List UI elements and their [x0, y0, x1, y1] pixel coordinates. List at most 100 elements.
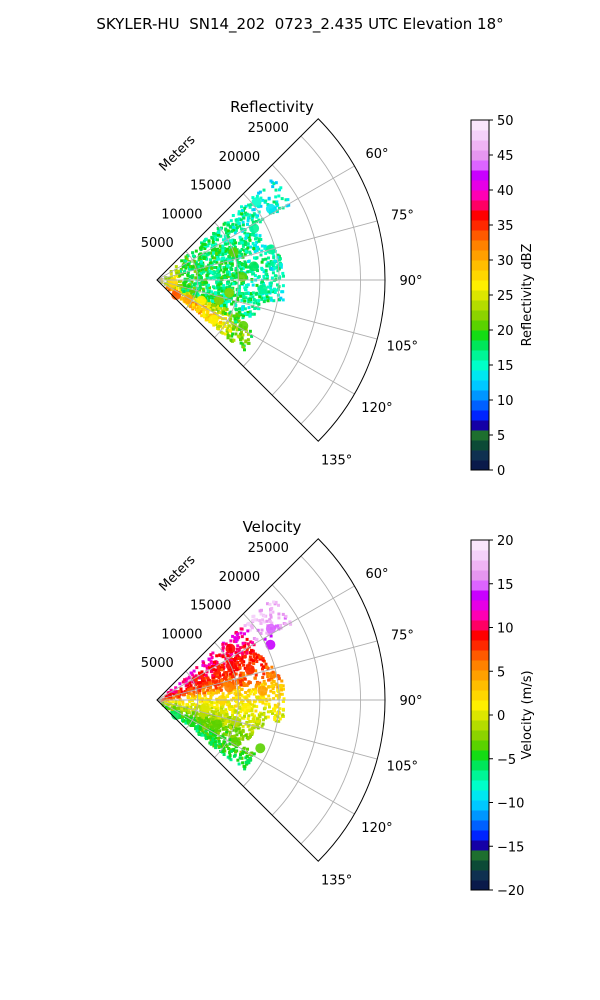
echo-pixel: [224, 657, 228, 661]
echo-pixel: [227, 258, 231, 262]
colorbar-swatch: [471, 690, 489, 701]
angular-tick-label: 135°: [321, 874, 352, 889]
echo-pixel: [269, 266, 273, 270]
echo-pixel: [240, 627, 244, 631]
colorbar-swatch: [471, 280, 489, 291]
echo-pixel: [188, 700, 192, 703]
colorbar-swatch: [471, 630, 489, 641]
echo-pixel: [198, 697, 202, 701]
echo-pixel: [189, 305, 193, 309]
echo-pixel: [281, 684, 285, 688]
echo-pixel: [239, 338, 242, 342]
echo-pixel: [210, 715, 214, 719]
echo-pixel: [203, 733, 207, 737]
echo-pixel: [276, 283, 279, 287]
echo-pixel: [225, 720, 229, 723]
echo-pixel: [262, 696, 266, 700]
radial-tick-label: 10000: [161, 627, 202, 642]
echo-pixel: [248, 238, 252, 242]
echo-pixel: [227, 255, 231, 259]
echo-pixel: [189, 671, 193, 675]
echo-pixel: [241, 724, 245, 728]
echo-pixel: [258, 700, 262, 704]
azimuth-spoke: [156, 699, 355, 815]
echo-cell: [265, 623, 276, 634]
echo-pixel: [264, 272, 268, 276]
echo-pixel: [248, 651, 252, 655]
echo-pixel: [264, 269, 268, 273]
echo-pixel: [251, 295, 255, 299]
echo-pixel: [205, 716, 208, 720]
colorbar-swatch: [471, 820, 489, 831]
echo-pixel: [239, 722, 243, 726]
echo-pixel: [206, 725, 210, 729]
colorbar-swatch: [471, 380, 489, 391]
colorbar-swatch: [471, 860, 489, 871]
echo-pixel: [217, 281, 221, 285]
echo-pixel: [217, 327, 221, 331]
echo-pixel: [192, 686, 196, 690]
echo-pixel: [237, 212, 241, 216]
echo-pixel: [172, 705, 176, 709]
echo-pixel: [207, 720, 211, 724]
colorbar-tick-label: 5: [497, 665, 505, 680]
echo-pixel: [279, 264, 282, 267]
echo-pixel: [218, 316, 222, 319]
echo-pixel: [193, 269, 197, 273]
echo-pixel: [279, 683, 283, 687]
echo-pixel: [265, 295, 269, 299]
echo-pixel: [225, 247, 229, 251]
echo-pixel: [244, 283, 248, 287]
echo-pixel: [213, 303, 217, 307]
echo-pixel: [233, 704, 237, 708]
echo-pixel: [234, 709, 238, 713]
echo-pixel: [247, 761, 251, 765]
echo-pixel: [263, 277, 267, 281]
echo-pixel: [207, 736, 210, 740]
echo-pixel: [218, 674, 222, 678]
echo-pixel: [222, 662, 226, 666]
echo-pixel: [228, 284, 232, 288]
echo-pixel: [207, 657, 211, 661]
colorbar-swatch: [471, 180, 489, 191]
echo-pixel: [251, 214, 255, 218]
echo-pixel: [213, 740, 217, 744]
echo-pixel: [202, 314, 206, 318]
echo-pixel: [250, 658, 254, 662]
echo-pixel: [229, 276, 233, 280]
echo-pixel: [236, 220, 240, 224]
echo-pixel: [203, 691, 207, 695]
echo-pixel: [192, 286, 196, 290]
echo-pixel: [184, 714, 188, 718]
echo-pixel: [272, 263, 276, 267]
echo-pixel: [282, 274, 285, 278]
echo-pixel: [266, 602, 269, 606]
echo-pixel: [244, 696, 248, 700]
echo-pixel: [230, 229, 234, 233]
echo-pixel: [216, 269, 220, 273]
colorbar-tick-label: 30: [497, 254, 514, 269]
echo-pixel: [215, 234, 219, 237]
echo-pixel: [223, 247, 227, 251]
echo-pixel: [226, 280, 230, 284]
echo-pixel: [164, 694, 168, 698]
echo-pixel: [246, 216, 250, 220]
echo-pixel: [242, 746, 246, 750]
echo-pixel: [231, 321, 235, 325]
colorbar-swatch: [471, 300, 489, 311]
echo-pixel: [269, 281, 273, 285]
echo-pixel: [234, 304, 238, 307]
colorbar-swatch: [471, 720, 489, 731]
echo-pixel: [204, 237, 208, 241]
echo-pixel: [272, 683, 276, 687]
echo-pixel: [253, 676, 257, 680]
echo-pixel: [237, 314, 241, 318]
echo-pixel: [242, 660, 246, 664]
echo-pixel: [196, 309, 200, 313]
echo-pixel: [257, 302, 261, 306]
echo-pixel: [206, 318, 209, 322]
echo-pixel: [221, 248, 225, 252]
echo-pixel: [178, 682, 182, 686]
echo-pixel: [220, 684, 224, 688]
echo-pixel: [252, 208, 256, 212]
